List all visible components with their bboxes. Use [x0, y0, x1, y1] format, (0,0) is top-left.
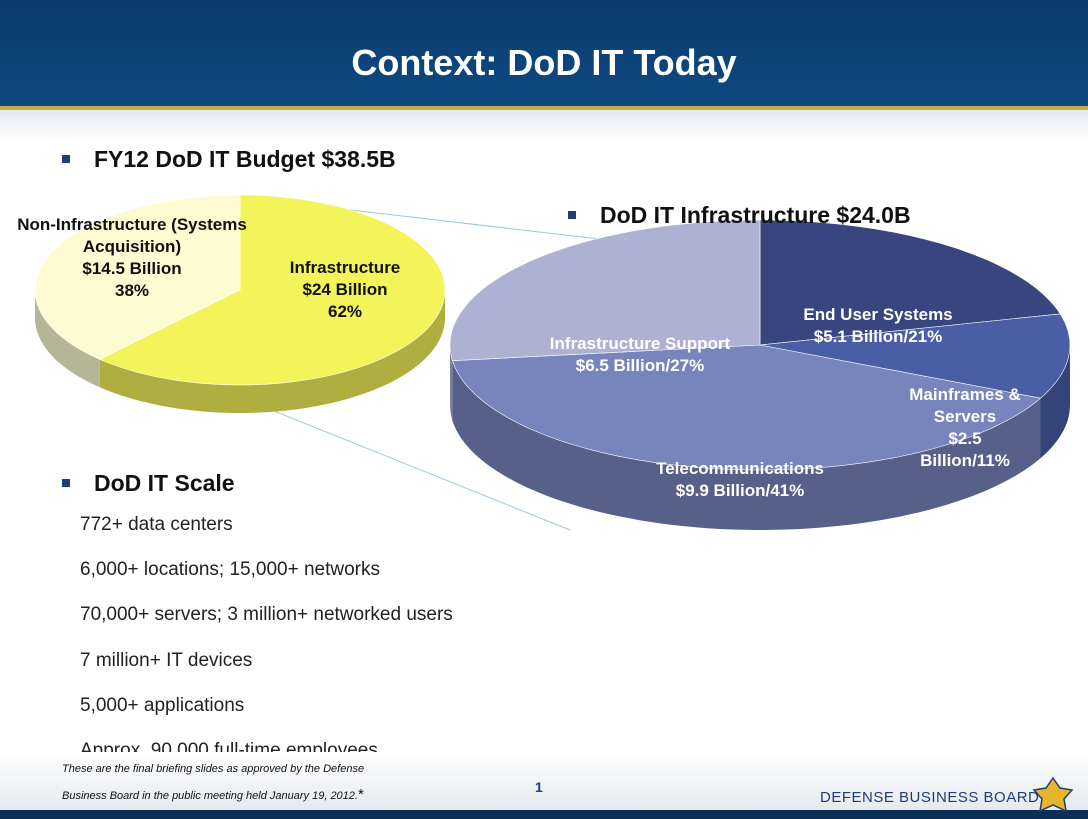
value-label: $2.5 Billion/11% — [920, 429, 1010, 470]
pie-side — [450, 345, 453, 421]
slice-label: Mainframes & Servers $2.5 Billion/11% — [904, 384, 1027, 472]
amount-label: $24 Billion — [302, 280, 388, 299]
bullet: FY12 DoD IT Budget $38.5B — [62, 146, 396, 173]
pie-side — [1040, 345, 1070, 459]
pie-slice — [98, 194, 446, 386]
category-label: Telecommunications — [656, 459, 824, 478]
category-label: Infrastructure — [289, 258, 401, 277]
slice-label: Infrastructure Support $6.5 Billion/27% — [550, 333, 730, 377]
value-label: 62% — [327, 302, 363, 321]
footer — [0, 752, 1088, 810]
org-name: DEFENSE BUSINESS BOARD — [820, 789, 1040, 806]
category-label: Infrastructure Support — [549, 334, 731, 353]
scale-item: 6,000+ locations; 15,000+ networks — [80, 559, 380, 581]
category-label: Mainframes & Servers — [909, 385, 1021, 426]
value-label: $6.5 Billion/27% — [575, 356, 705, 375]
title: Context: DoD IT Today — [351, 42, 737, 83]
slice-label: Non-Infrastructure (Systems Acquisition)… — [12, 214, 252, 302]
pie-slice — [451, 344, 1042, 471]
pie-side — [99, 290, 445, 413]
amount-label: $14.5 Billion — [82, 259, 182, 278]
footer-bar — [0, 810, 1088, 819]
pie-side — [35, 290, 100, 388]
value-label: $5.1 Billion/21% — [813, 327, 943, 346]
slice-label: End User Systems $5.1 Billion/21% — [803, 304, 952, 348]
scale-item: 5,000+ applications — [80, 694, 245, 716]
pie-slice — [34, 194, 241, 360]
header-band — [0, 110, 1088, 140]
value-label: 38% — [114, 281, 150, 300]
slice-label: Infrastructure $24 Billion 62% — [290, 257, 401, 323]
page-number: 1 — [535, 779, 543, 795]
value-label: $9.9 Billion/41% — [675, 481, 805, 500]
scale-item: 70,000+ servers; 3 million+ networked us… — [80, 604, 453, 626]
footer-note: Business Board in the public meeting hel… — [62, 786, 364, 803]
slice-label: Telecommunications $9.9 Billion/41% — [656, 458, 824, 502]
pie-slice — [759, 313, 1071, 399]
header: Context: DoD IT Today — [0, 0, 1088, 110]
bullet: DoD IT Scale — [62, 470, 235, 497]
footer-note: Business Board in the public meeting hel… — [62, 790, 358, 802]
category-label: Non-Infrastructure (Systems Acquisition) — [17, 215, 247, 256]
bullet: DoD IT Infrastructure $24.0B — [568, 202, 911, 229]
scale-item: 7 million+ IT devices — [80, 649, 253, 671]
asterisk: * — [357, 786, 364, 803]
scale-item: 772+ data centers — [80, 514, 233, 535]
pie-side — [452, 360, 1041, 530]
category-label: End User Systems — [803, 305, 953, 324]
footer-note: These are the final briefing slides as a… — [62, 763, 365, 775]
